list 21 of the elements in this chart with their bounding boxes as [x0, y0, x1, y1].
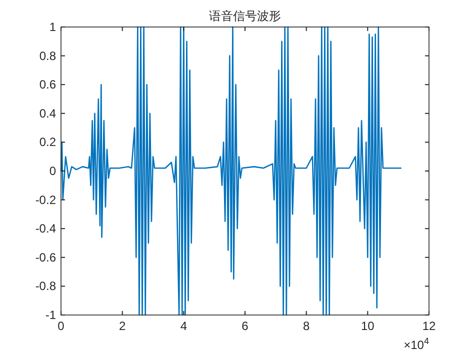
chart-title: 语音信号波形: [209, 9, 281, 23]
y-tick-label: -1: [45, 308, 56, 322]
y-tick-label: -0.8: [35, 279, 56, 294]
x-tick-label: 2: [118, 319, 126, 333]
line-series: [60, 26, 402, 316]
x-tick-label: 8: [302, 319, 310, 333]
y-tick-label: -0.6: [35, 250, 56, 264]
y-tick-label: 0.8: [39, 48, 56, 63]
x-tick-label: 4: [180, 319, 188, 333]
x-tick-label: 6: [242, 319, 249, 333]
x-tick-label: 0: [58, 319, 65, 333]
y-tick-label: 1: [49, 20, 56, 34]
y-tick-label: 0.2: [39, 135, 56, 150]
y-tick-label: -0.2: [35, 192, 56, 207]
y-tick-label: -0.4: [35, 222, 56, 236]
x-tick-label: 10: [360, 319, 375, 333]
y-tick-label: 0.6: [39, 78, 56, 92]
text: ×10$^{4}$: [404, 336, 429, 352]
y-tick-label: 0: [49, 164, 56, 178]
x-tick-label: 12: [422, 319, 436, 333]
y-tick-label: 0.4: [39, 106, 56, 120]
